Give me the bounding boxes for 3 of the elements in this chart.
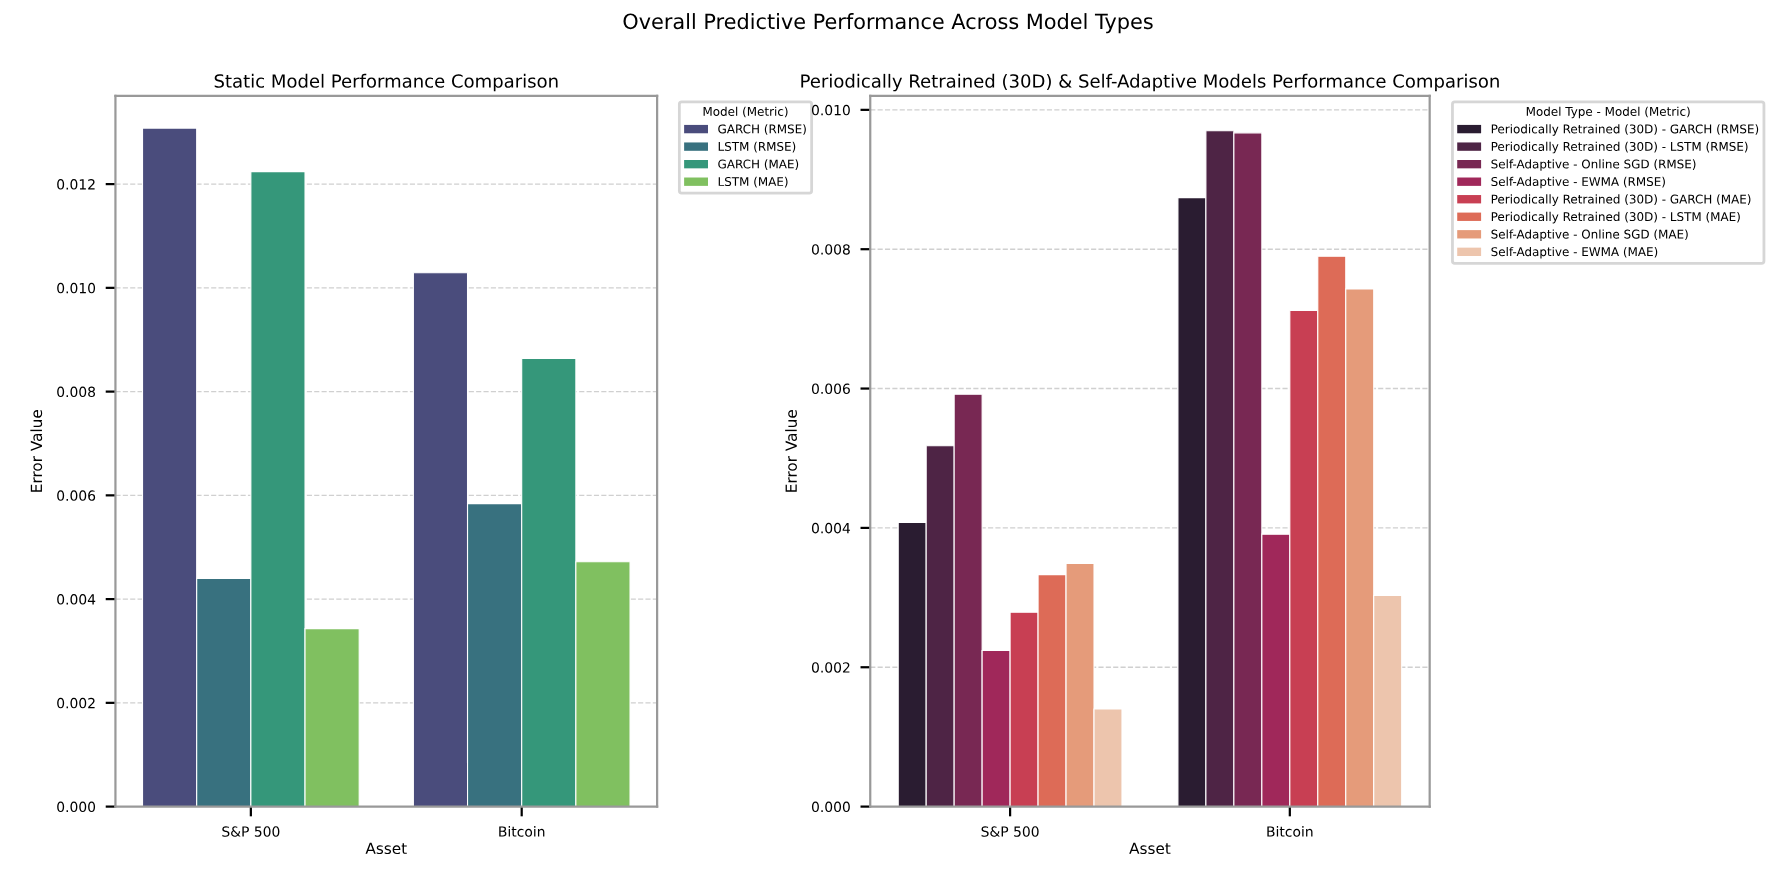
text: Overall Predictive Performance Across Model Types	[623, 13, 1153, 34]
chart-title: Static Model Performance Comparison	[214, 73, 558, 92]
chart-title: Periodically Retrained (30D) & Self-Adaptive Models Performance Comparison	[801, 73, 1499, 92]
